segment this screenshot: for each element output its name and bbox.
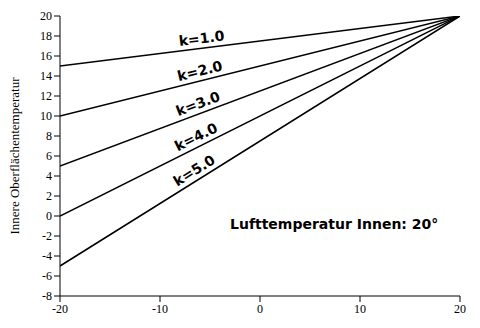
svg-text:10: 10 <box>354 302 366 316</box>
svg-text:k=2.0: k=2.0 <box>176 57 225 84</box>
svg-text:-20: -20 <box>52 302 68 316</box>
svg-text:2: 2 <box>46 189 52 203</box>
svg-text:0: 0 <box>46 209 52 223</box>
svg-text:-6: -6 <box>42 269 52 283</box>
svg-text:8: 8 <box>46 129 52 143</box>
svg-text:18: 18 <box>40 29 52 43</box>
svg-text:-10: -10 <box>152 302 168 316</box>
svg-text:12: 12 <box>40 89 52 103</box>
html-text:Lufttemperatur Innen: 20°: Lufttemperatur Innen: 20° <box>230 216 439 232</box>
svg-text:k=1.0: k=1.0 <box>178 27 226 49</box>
svg-text:k=4.0: k=4.0 <box>172 119 220 154</box>
svg-text:20: 20 <box>454 302 466 316</box>
svg-text:20: 20 <box>40 9 52 23</box>
svg-text:10: 10 <box>40 109 52 123</box>
svg-text:-8: -8 <box>42 289 52 303</box>
svg-text:k=3.0: k=3.0 <box>174 88 223 119</box>
svg-text:-4: -4 <box>42 249 52 263</box>
svg-text:6: 6 <box>46 149 52 163</box>
svg-text:14: 14 <box>40 69 52 83</box>
svg-text:-2: -2 <box>42 229 52 243</box>
svg-text:16: 16 <box>40 49 52 63</box>
svg-text:Innere Oberflächentemperatur: Innere Oberflächentemperatur <box>8 77 22 235</box>
svg-text:4: 4 <box>46 169 52 183</box>
svg-text:0: 0 <box>257 302 263 316</box>
svg-text:k=5.0: k=5.0 <box>170 151 218 189</box>
